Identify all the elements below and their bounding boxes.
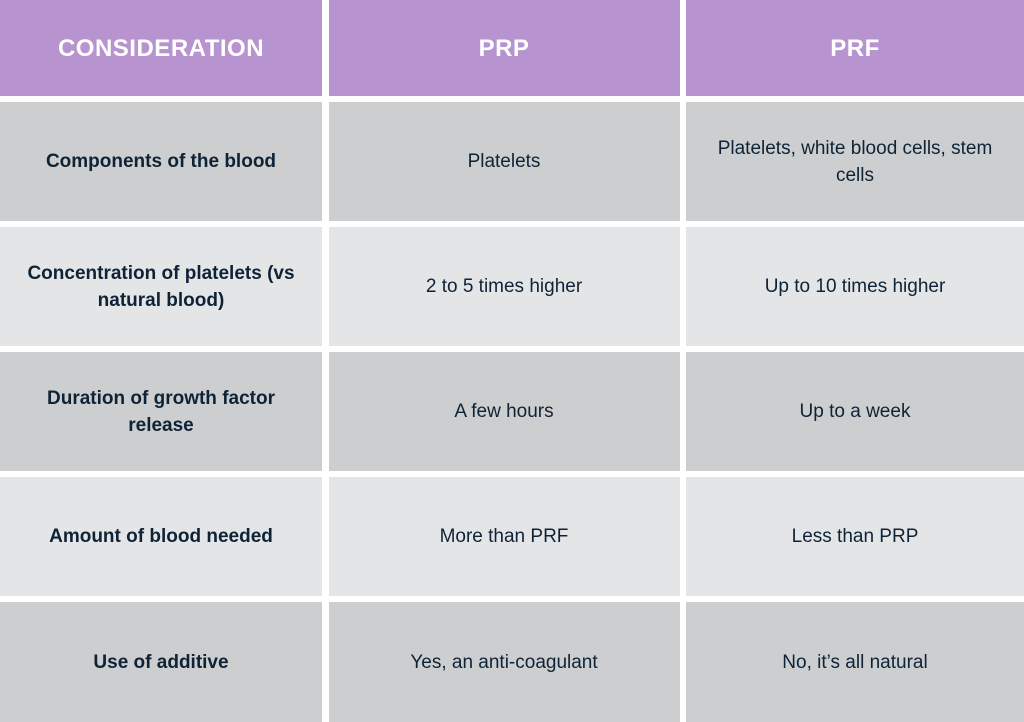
row-2-prf: Up to 10 times higher [686,227,1024,346]
row-4-prp: More than PRF [328,477,680,596]
row-3-prf: Up to a week [686,352,1024,471]
row-3-prp: A few hours [328,352,680,471]
row-2-consideration: Concentration of platelets (vs natural b… [0,227,322,346]
row-4-consideration: Amount of blood needed [0,477,322,596]
header-prf: PRF [686,0,1024,96]
row-5-prf: No, it’s all natural [686,602,1024,722]
header-prp: PRP [328,0,680,96]
row-4-prf: Less than PRP [686,477,1024,596]
header-consideration: CONSIDERATION [0,0,322,96]
row-1-prf: Platelets, white blood cells, stem cells [686,102,1024,221]
row-5-prp: Yes, an anti-coagulant [328,602,680,722]
row-5-consideration: Use of additive [0,602,322,722]
row-1-consideration: Components of the blood [0,102,322,221]
row-1-prp: Platelets [328,102,680,221]
row-2-prp: 2 to 5 times higher [328,227,680,346]
row-3-consideration: Duration of growth factor release [0,352,322,471]
